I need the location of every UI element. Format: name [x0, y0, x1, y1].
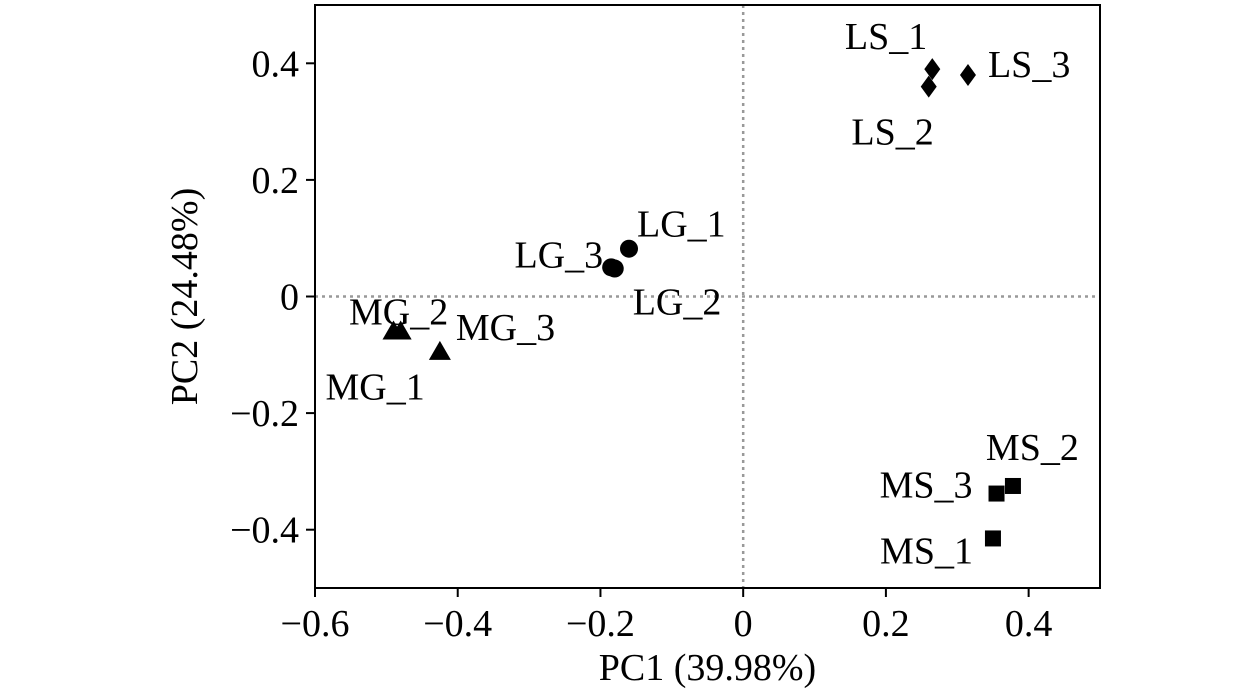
- point-labels: LS_1 LS_2 LS_3 LG_1 LG_2 LG_3 MG_1 MG_2 MG_3 MS_1…: [326, 16, 1079, 572]
- point-label-ms-2: MS_2: [986, 427, 1079, 469]
- point-label-ls-2: LS_2: [851, 112, 933, 154]
- marker-ms-2: [1004, 477, 1021, 494]
- y-tick-label: −0.2: [230, 393, 299, 435]
- marker-ls-2: [920, 75, 937, 98]
- y-tick-label: 0: [280, 277, 299, 319]
- point-label-ls-1: LS_1: [845, 16, 927, 58]
- y-tick-label: 0.2: [252, 160, 300, 202]
- point-label-mg-3: MG_3: [456, 307, 555, 349]
- x-tick-label: −0.4: [423, 603, 492, 645]
- marker-lg-3: [602, 258, 621, 277]
- marker-mg-2: [389, 320, 412, 340]
- point-label-ls-3: LS_3: [988, 44, 1070, 86]
- marker-ls-1: [924, 58, 941, 81]
- point-label-lg-1: LG_1: [637, 204, 726, 246]
- y-tick-label: 0.4: [252, 43, 300, 85]
- x-tick-label: 0: [734, 603, 753, 645]
- x-tick-label: 0.4: [1005, 603, 1053, 645]
- y-axis-ticks: −0.4 −0.2 0 0.2 0.4: [230, 43, 315, 552]
- marker-lg-1: [620, 239, 638, 258]
- data-points: [382, 58, 1021, 547]
- point-label-lg-2: LG_2: [633, 282, 722, 324]
- marker-ms-3: [988, 485, 1005, 502]
- marker-mg-3: [428, 340, 451, 360]
- point-label-lg-3: LG_3: [515, 234, 604, 276]
- point-label-ms-1: MS_1: [880, 530, 973, 572]
- marker-ls-3: [959, 63, 976, 86]
- point-label-mg-2: MG_2: [349, 291, 448, 333]
- point-label-ms-3: MS_3: [880, 465, 973, 507]
- y-tick-label: −0.4: [230, 510, 299, 552]
- x-tick-label: 0.2: [862, 603, 910, 645]
- y-axis-label: PC2 (24.48%): [164, 188, 206, 405]
- marker-ms-1: [984, 530, 1001, 547]
- x-axis-ticks: −0.6 −0.4 −0.2 0 0.2 0.4: [281, 588, 1053, 645]
- point-label-mg-1: MG_1: [326, 366, 425, 408]
- reference-lines: [315, 5, 1100, 588]
- x-axis-label: PC1 (39.98%): [599, 647, 816, 689]
- x-tick-label: −0.2: [566, 603, 635, 645]
- x-tick-label: −0.6: [281, 603, 350, 645]
